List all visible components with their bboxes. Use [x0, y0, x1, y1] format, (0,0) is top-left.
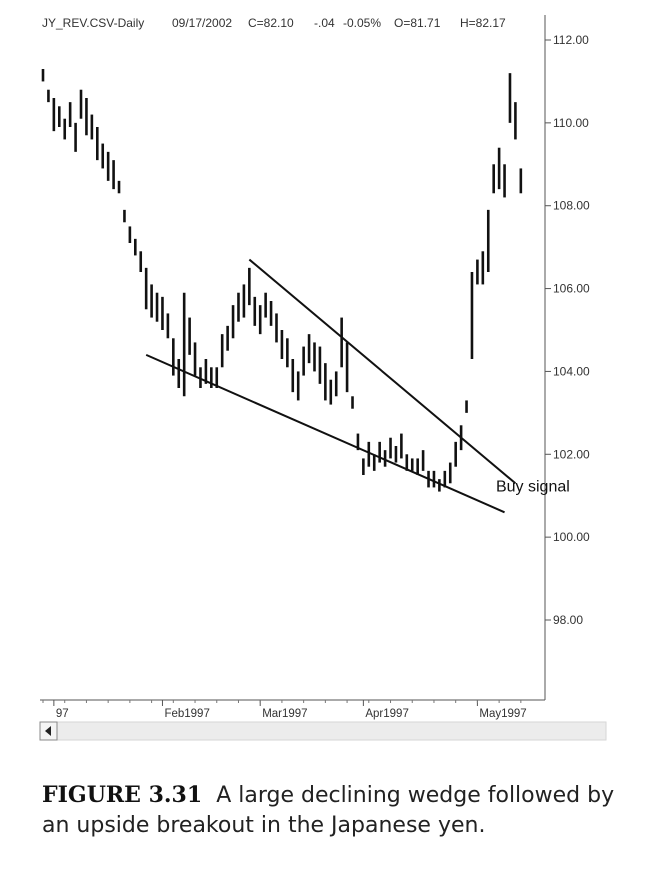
chart-header: JY_REV.CSV-Daily 09/17/2002 C=82.10 -.04… [42, 16, 506, 30]
annotation-group: Buy signal [496, 478, 570, 495]
date-tick-label: Apr1997 [365, 708, 408, 720]
wedge-lower-line [145, 353, 505, 514]
buy-signal-label: Buy signal [496, 478, 570, 495]
date-tick-group: 97 Feb1997 Mar1997 Apr1997 May1997 [42, 700, 527, 720]
price-tick-label: 104.00 [553, 364, 590, 378]
date-tick-label: May1997 [479, 708, 526, 720]
header-high: H=82.17 [460, 16, 506, 30]
price-tick-label: 110.00 [553, 116, 589, 130]
header-change-pct: -0.05% [343, 16, 381, 30]
header-date: 09/17/2002 [172, 16, 232, 30]
header-symbol: JY_REV.CSV-Daily [42, 16, 144, 30]
price-tick-label: 100.00 [553, 530, 590, 544]
date-tick-label: Feb1997 [164, 708, 209, 720]
price-tick-label: 102.00 [553, 447, 590, 461]
horizontal-scrollbar[interactable] [39, 721, 607, 741]
price-tick-label: 106.00 [553, 282, 590, 296]
wedge-upper-line [248, 258, 517, 485]
price-tick-group: 112.00 110.00 108.00 106.00 104.00 102.00 100.… [545, 33, 590, 627]
figure-label: FIGURE 3.31 [42, 782, 203, 808]
wedge-trendlines [145, 258, 517, 514]
figure-caption: FIGURE 3.31 A large declining wedge follo… [42, 780, 632, 841]
header-close: C=82.10 [248, 16, 294, 30]
date-tick-label: Mar1997 [262, 708, 307, 720]
price-tick-label: 98.00 [553, 613, 583, 627]
header-open: O=81.71 [394, 16, 441, 30]
header-change: -.04 [314, 16, 335, 30]
ohlc-bar-group [41, 69, 523, 492]
price-tick-label: 112.00 [553, 33, 589, 47]
date-tick-label: 97 [56, 708, 69, 720]
price-chart: JY_REV.CSV-Daily 09/17/2002 C=82.10 -.04… [39, 15, 607, 741]
figure-caption-text: A large declining wedge followed by an u… [42, 783, 615, 838]
scroll-left-button[interactable] [39, 721, 58, 741]
left-arrow-icon [45, 726, 51, 736]
price-tick-label: 108.00 [553, 199, 590, 213]
